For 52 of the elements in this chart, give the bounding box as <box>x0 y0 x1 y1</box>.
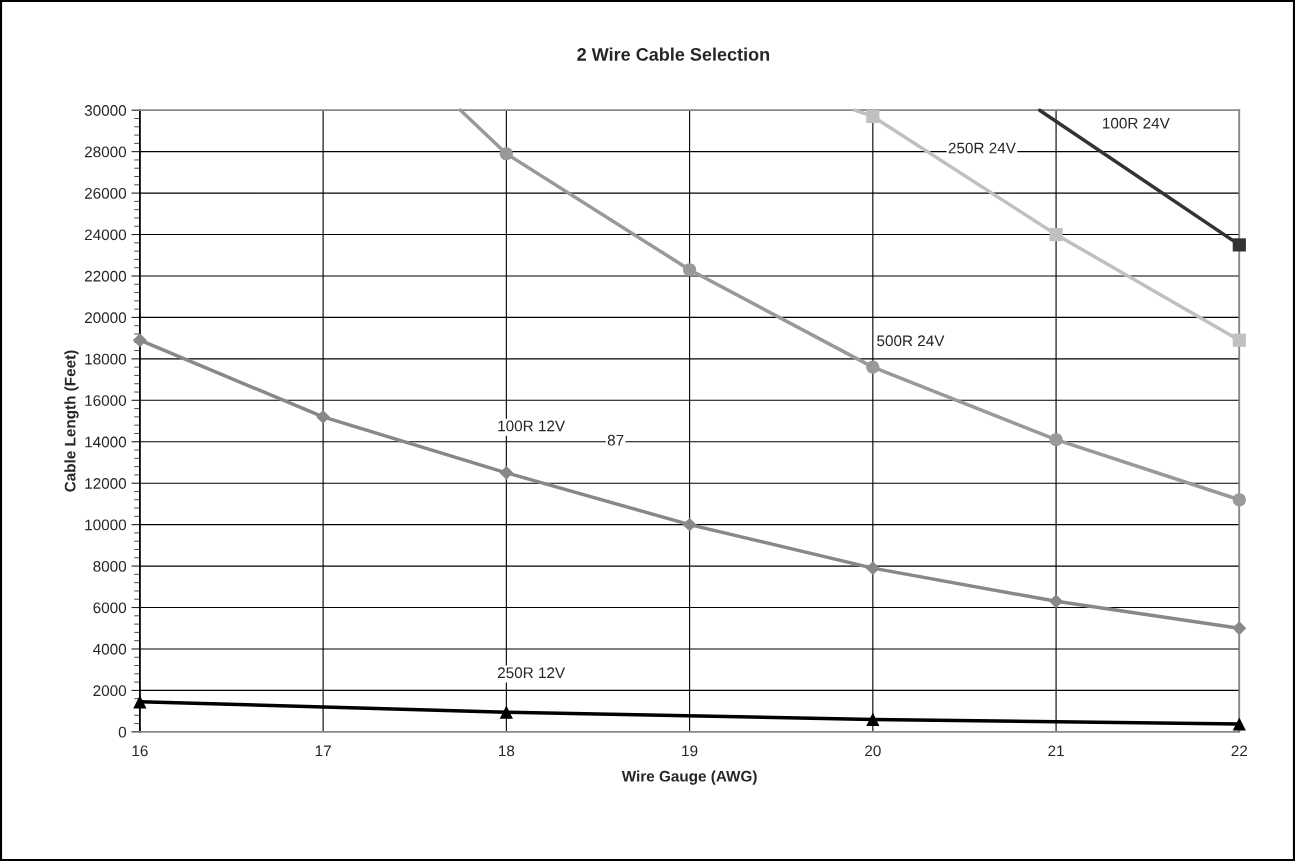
y-tick-label: 28000 <box>84 146 127 158</box>
point <box>1232 333 1246 347</box>
annotation: 87 <box>607 434 624 446</box>
x-tick-label: 16 <box>132 745 148 757</box>
x-tick-label: 19 <box>682 745 698 757</box>
y-tick-label: 16000 <box>85 395 127 406</box>
y-tick-label: 22000 <box>84 270 127 282</box>
y-tick-label: 6000 <box>93 602 127 614</box>
series-label: 500R 24V <box>877 335 945 347</box>
point <box>132 333 147 348</box>
series-label: 100R 24V <box>1103 117 1170 129</box>
point <box>866 109 880 124</box>
y-tick-label: 2000 <box>93 685 127 697</box>
point <box>682 517 697 532</box>
y-tick-label: 10000 <box>85 519 127 531</box>
series-label: 250R 12V <box>497 667 566 679</box>
x-axis-title: Wire Gauge (AWG) <box>621 770 757 785</box>
point <box>1232 493 1246 507</box>
point <box>1232 238 1246 252</box>
y-tick-label: 26000 <box>84 187 127 199</box>
x-tick-label: 20 <box>865 745 881 757</box>
y-tick-label: 14000 <box>85 436 127 448</box>
point <box>683 263 697 277</box>
y-tick-label: 8000 <box>93 560 127 572</box>
chart-title: 2 Wire Cable Selection <box>577 47 770 61</box>
point <box>1049 227 1063 242</box>
point <box>499 465 514 480</box>
y-tick-label: 0 <box>118 726 127 738</box>
y-tick-label: 18000 <box>85 353 127 365</box>
point <box>499 705 513 719</box>
x-tick-label: 17 <box>315 745 331 757</box>
series-label: 250R 24V <box>948 142 1016 154</box>
text: 100R 12V <box>498 420 566 432</box>
point <box>316 409 331 424</box>
point <box>865 561 880 576</box>
point <box>499 147 513 161</box>
point <box>1049 433 1063 447</box>
y-tick-label: 24000 <box>84 229 127 241</box>
point <box>866 360 880 374</box>
point <box>1049 594 1064 609</box>
y-tick-label: 4000 <box>93 643 127 655</box>
y-tick-label: 30000 <box>84 105 127 116</box>
point <box>1232 717 1246 731</box>
point <box>133 695 147 709</box>
y-tick-label: 20000 <box>84 312 127 324</box>
point <box>1232 621 1247 636</box>
x-tick-label: 21 <box>1048 745 1064 757</box>
y-tick-label: 12000 <box>85 478 127 489</box>
x-tick-label: 18 <box>499 745 515 757</box>
x-tick-label: 22 <box>1231 745 1248 757</box>
y-axis-title: Cable Length (Feet) <box>64 350 79 492</box>
point <box>866 712 880 726</box>
